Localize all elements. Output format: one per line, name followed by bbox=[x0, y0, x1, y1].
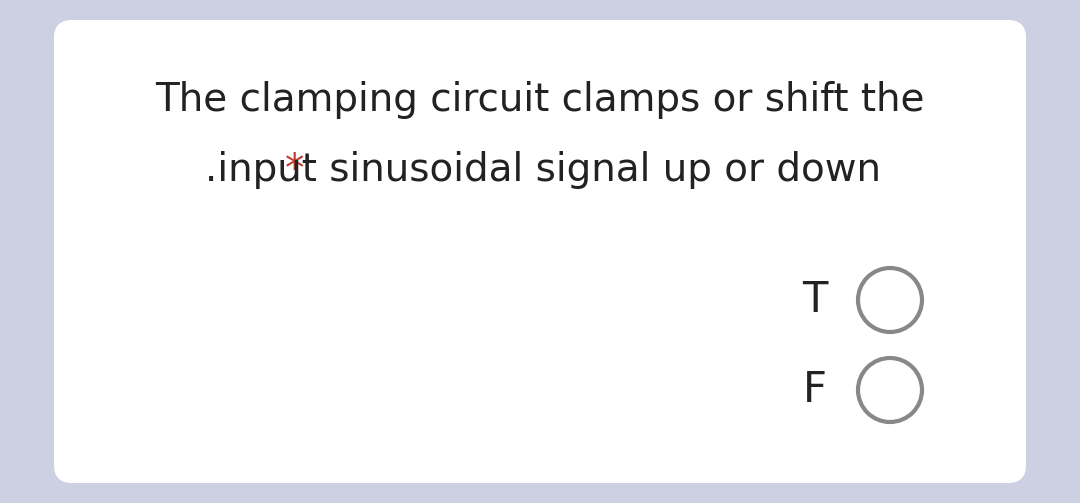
FancyBboxPatch shape bbox=[54, 20, 1026, 483]
Text: *: * bbox=[285, 151, 305, 189]
Text: T: T bbox=[802, 279, 827, 321]
Text: F: F bbox=[804, 369, 827, 411]
Text: The clamping circuit clamps or shift the: The clamping circuit clamps or shift the bbox=[156, 81, 924, 119]
Text: .input sinusoidal signal up or down: .input sinusoidal signal up or down bbox=[205, 151, 881, 189]
